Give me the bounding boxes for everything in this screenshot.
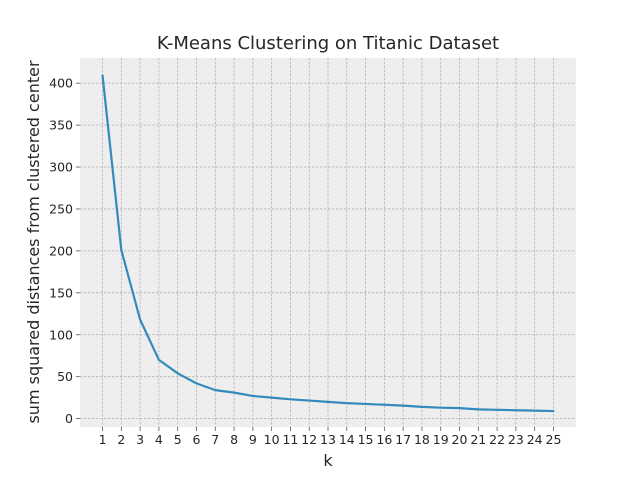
y-tick-label: 100 bbox=[49, 327, 73, 342]
chart-title: K-Means Clustering on Titanic Dataset bbox=[157, 33, 499, 54]
y-axis-label: sum squared distances from clustered cen… bbox=[24, 60, 43, 423]
x-tick-label: 18 bbox=[414, 432, 430, 447]
x-tick-label: 17 bbox=[395, 432, 411, 447]
y-axis-ticks: 0 50 100 150 200 250 300 350 400 bbox=[49, 76, 80, 426]
x-tick-label: 10 bbox=[264, 432, 280, 447]
y-tick-label: 200 bbox=[49, 243, 73, 258]
x-tick-label: 11 bbox=[282, 432, 298, 447]
y-tick-label: 0 bbox=[65, 411, 73, 426]
x-tick-label: 13 bbox=[320, 432, 336, 447]
x-tick-label: 24 bbox=[527, 432, 543, 447]
y-tick-label: 300 bbox=[49, 160, 73, 175]
x-tick-label: 16 bbox=[376, 432, 392, 447]
y-tick-label: 350 bbox=[49, 118, 73, 133]
x-tick-label: 2 bbox=[117, 432, 125, 447]
x-tick-label: 20 bbox=[452, 432, 468, 447]
y-tick-label: 250 bbox=[49, 201, 73, 216]
x-tick-label: 25 bbox=[546, 432, 562, 447]
x-tick-label: 14 bbox=[339, 432, 355, 447]
y-tick-label: 50 bbox=[57, 369, 73, 384]
x-tick-label: 6 bbox=[193, 432, 201, 447]
x-tick-label: 1 bbox=[99, 432, 107, 447]
x-tick-label: 23 bbox=[508, 432, 524, 447]
y-tick-label: 400 bbox=[49, 76, 73, 91]
y-tick-label: 150 bbox=[49, 285, 73, 300]
x-axis-label: k bbox=[323, 451, 333, 470]
x-tick-label: 7 bbox=[211, 432, 219, 447]
x-tick-label: 19 bbox=[433, 432, 449, 447]
x-tick-label: 22 bbox=[489, 432, 505, 447]
x-tick-label: 21 bbox=[470, 432, 486, 447]
x-tick-label: 5 bbox=[174, 432, 182, 447]
x-tick-label: 4 bbox=[155, 432, 163, 447]
x-axis-ticks: 1 2 3 4 5 6 7 8 9 10 11 12 13 14 15 16 17 18 19 20 21 22 23 24 2… bbox=[99, 427, 562, 447]
x-tick-label: 9 bbox=[249, 432, 257, 447]
x-tick-label: 3 bbox=[136, 432, 144, 447]
x-tick-label: 8 bbox=[230, 432, 238, 447]
grid-lines bbox=[80, 58, 576, 427]
series-layer bbox=[101, 74, 555, 413]
x-tick-label: 12 bbox=[301, 432, 317, 447]
x-tick-label: 15 bbox=[358, 432, 374, 447]
